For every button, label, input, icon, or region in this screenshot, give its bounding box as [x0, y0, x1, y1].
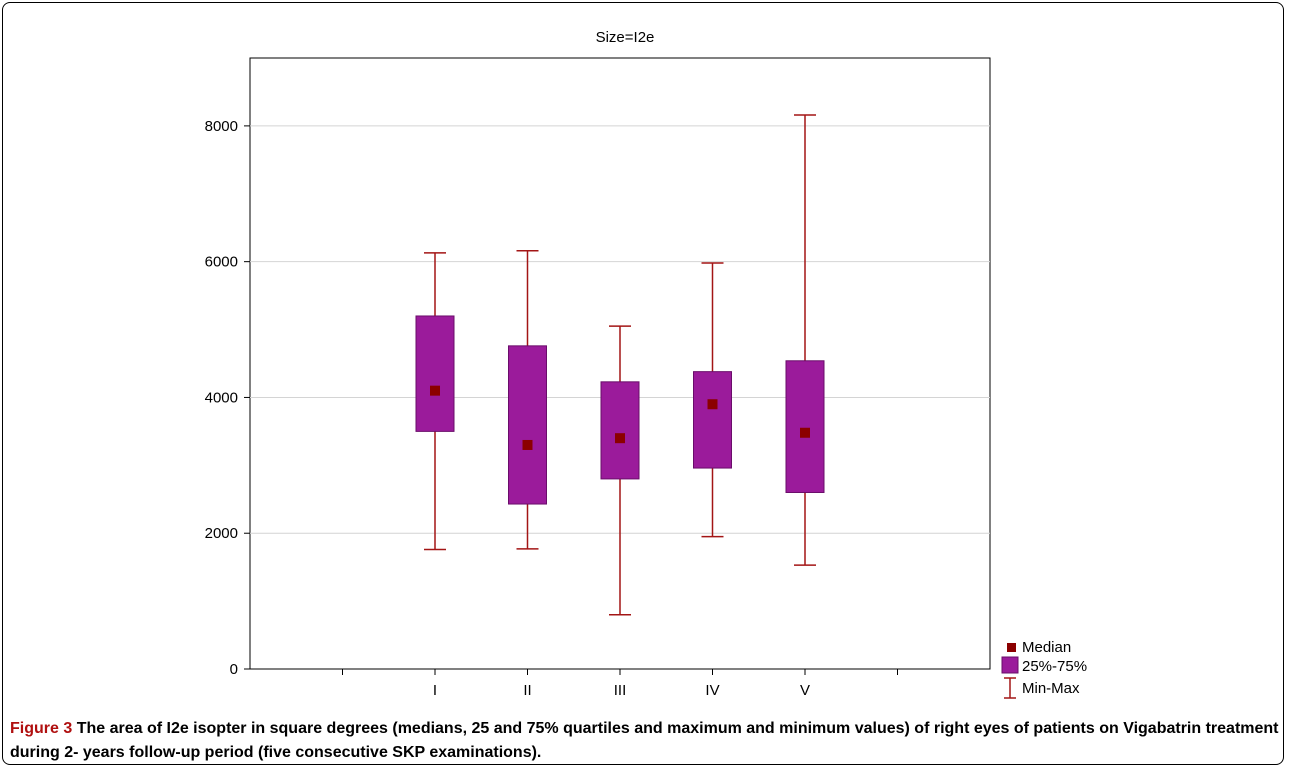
quartile-box	[600, 381, 640, 480]
x-tick-label: IV	[705, 682, 719, 699]
caption-text: The area of I2e isopter in square degree…	[10, 720, 1279, 761]
x-tick-label: I	[433, 682, 437, 699]
quartile-box	[693, 371, 732, 469]
y-tick-label: 0	[230, 661, 238, 678]
x-tick-label: V	[800, 682, 810, 699]
legend-whisker-label: Min-Max	[1022, 680, 1080, 697]
quartile-box	[415, 315, 455, 432]
median-marker	[615, 433, 625, 444]
quartile-box	[508, 345, 547, 505]
y-tick-label: 8000	[205, 118, 238, 135]
y-tick-label: 6000	[205, 254, 238, 271]
legend: Median 25%-75% Min-Max	[1001, 639, 1087, 699]
chart-title: Size=I2e	[596, 29, 655, 46]
median-marker	[522, 439, 533, 450]
y-tick-label: 2000	[205, 525, 238, 542]
legend-median-swatch	[1007, 643, 1016, 652]
x-tick-label: II	[523, 682, 531, 699]
caption-label: Figure 3	[10, 720, 73, 737]
legend-median-label: Median	[1022, 639, 1071, 656]
quartile-box	[785, 360, 825, 493]
y-tick-label: 4000	[205, 389, 238, 406]
median-marker	[800, 427, 810, 438]
data-marks	[415, 114, 825, 616]
median-marker	[707, 399, 718, 410]
x-tick-label: III	[614, 682, 627, 699]
median-marker	[430, 385, 440, 396]
legend-box-label: 25%-75%	[1022, 658, 1087, 675]
legend-box-swatch	[1001, 656, 1019, 674]
figure-caption: Figure 3 The area of I2e isopter in squa…	[10, 717, 1280, 765]
